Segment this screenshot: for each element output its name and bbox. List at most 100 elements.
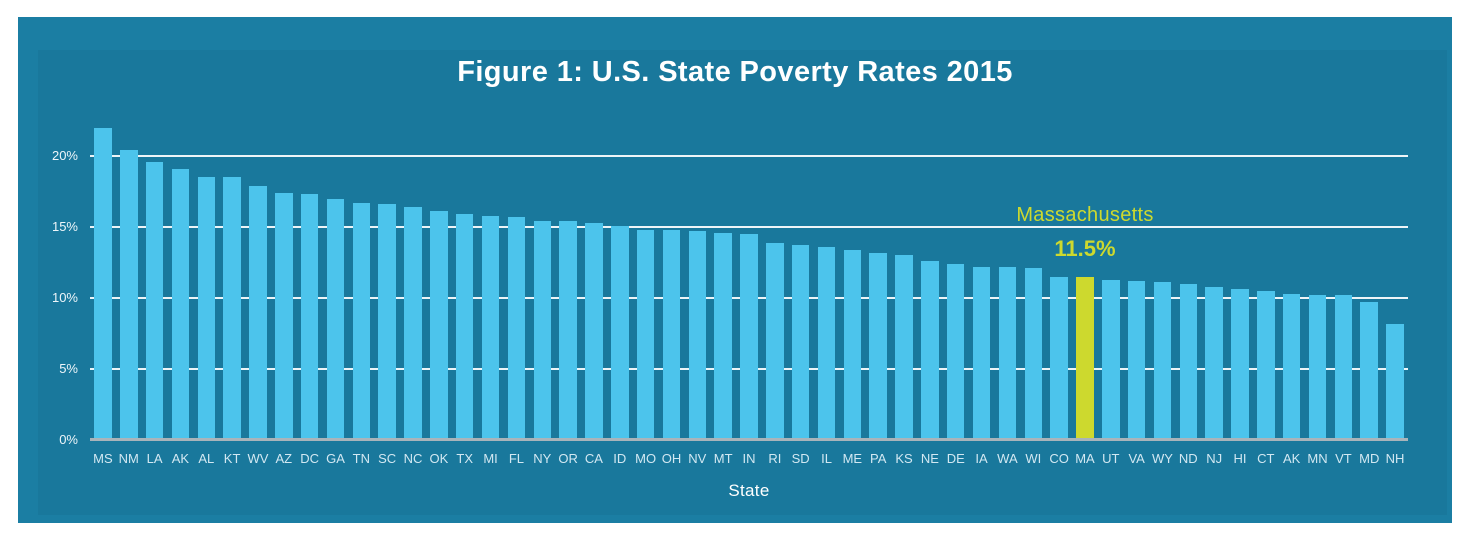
x-tick-label-NV: NV bbox=[688, 451, 707, 466]
x-tick-label-FL: FL bbox=[508, 451, 524, 466]
bar-SD bbox=[791, 245, 810, 440]
bar-OR bbox=[559, 221, 577, 440]
x-axis-line bbox=[90, 438, 1408, 441]
bar-TX bbox=[455, 214, 474, 440]
plot-area bbox=[90, 105, 1408, 441]
x-tick-label-IL: IL bbox=[821, 451, 832, 466]
bar-AK bbox=[1282, 293, 1301, 440]
y-tick-label-5: 5% bbox=[59, 361, 78, 376]
bar-NH bbox=[1386, 323, 1404, 440]
bar-OK bbox=[430, 211, 448, 440]
x-tick-label-AZ: AZ bbox=[275, 451, 293, 466]
x-tick-label-CO: CO bbox=[1049, 451, 1069, 466]
x-tick-label-CA: CA bbox=[584, 451, 603, 466]
bar-HI bbox=[1231, 289, 1249, 440]
x-tick-label-HI: HI bbox=[1233, 451, 1247, 466]
bar-DE bbox=[946, 263, 965, 440]
bar-PA bbox=[869, 252, 887, 440]
bar-NM bbox=[120, 150, 138, 440]
bar-CT bbox=[1257, 290, 1275, 440]
bar-NY bbox=[533, 221, 551, 440]
x-tick-label-PA: PA bbox=[870, 451, 887, 466]
y-tick-label-20: 20% bbox=[51, 148, 78, 163]
bar-MO bbox=[636, 229, 655, 440]
x-tick-label-OH: OH bbox=[661, 451, 682, 466]
bar-GA bbox=[326, 198, 345, 440]
x-tick-label-WY: WY bbox=[1152, 451, 1173, 466]
x-tick-label-OK: OK bbox=[429, 451, 449, 466]
x-tick-label-MN: MN bbox=[1307, 451, 1328, 466]
x-tick-label-KT: KT bbox=[223, 451, 241, 466]
bar-KS bbox=[895, 255, 913, 440]
bar-ID bbox=[611, 225, 629, 440]
y-tick-label-0: 0% bbox=[59, 432, 78, 447]
x-tick-label-MD: MD bbox=[1359, 451, 1380, 466]
bar-SC bbox=[378, 204, 396, 440]
x-tick-label-SD: SD bbox=[791, 451, 810, 466]
bar-MA-highlighted bbox=[1076, 276, 1094, 440]
x-tick-label-RI: RI bbox=[768, 451, 782, 466]
x-tick-label-WV: WV bbox=[247, 451, 269, 466]
highlight-annotation: Massachusetts 11.5% bbox=[1016, 204, 1153, 262]
x-tick-label-IN: IN bbox=[742, 451, 756, 466]
bar-WY bbox=[1153, 282, 1172, 440]
bar-NV bbox=[688, 231, 707, 440]
bar-ND bbox=[1179, 283, 1198, 440]
x-tick-label-AL: AL bbox=[198, 451, 215, 466]
x-tick-label-MS: MS bbox=[93, 451, 113, 466]
bar-NE bbox=[921, 261, 939, 440]
x-tick-label-NH: NH bbox=[1385, 451, 1405, 466]
bar-WV bbox=[249, 185, 267, 440]
y-tick-label-15: 15% bbox=[51, 219, 78, 234]
bar-IA bbox=[972, 266, 991, 440]
bar-MD bbox=[1360, 302, 1378, 440]
x-tick-label-VA: VA bbox=[1128, 451, 1145, 466]
x-tick-label-NE: NE bbox=[920, 451, 939, 466]
x-tick-label-MO: MO bbox=[635, 451, 657, 466]
x-axis-title: State bbox=[728, 481, 770, 500]
bar-CA bbox=[585, 222, 603, 440]
x-tick-label-AK: AK bbox=[171, 451, 190, 466]
x-tick-label-NC: NC bbox=[403, 451, 423, 466]
x-tick-label-NM: NM bbox=[118, 451, 139, 466]
x-axis-tick-labels: MS NM LA AK AL KT WV AZ DC GA TN SC NC OK TX MI FL NY OR CA… bbox=[90, 451, 1408, 469]
bar-VA bbox=[1127, 280, 1146, 440]
bar-FL bbox=[507, 217, 526, 440]
bar-AL bbox=[197, 177, 216, 440]
bar-WI bbox=[1024, 268, 1043, 440]
bar-CO bbox=[1050, 276, 1068, 440]
x-tick-label-NJ: NJ bbox=[1206, 451, 1223, 466]
bar-NC bbox=[404, 207, 422, 440]
bar-VT bbox=[1334, 295, 1353, 440]
x-tick-label-NY: NY bbox=[533, 451, 552, 466]
highlight-annotation-state: Massachusetts bbox=[1016, 204, 1154, 226]
x-tick-label-WI: WI bbox=[1025, 451, 1042, 466]
bar-IN bbox=[740, 234, 758, 440]
x-tick-label-VT: VT bbox=[1335, 451, 1352, 466]
bar-WA bbox=[998, 266, 1017, 440]
x-tick-label-OR: OR bbox=[558, 451, 578, 466]
x-tick-label-UT: UT bbox=[1102, 451, 1120, 466]
bar-TN bbox=[352, 202, 371, 440]
x-tick-label-MT: MT bbox=[713, 451, 733, 466]
x-tick-label-AK: AK bbox=[1283, 451, 1301, 466]
x-tick-label-SC: SC bbox=[378, 451, 397, 466]
y-tick-label-10: 10% bbox=[51, 290, 78, 305]
highlight-annotation-value: 11.5% bbox=[1054, 236, 1116, 261]
bar-AZ bbox=[275, 192, 293, 440]
x-tick-label-DC: DC bbox=[300, 451, 320, 466]
x-tick-label-GA: GA bbox=[326, 451, 345, 466]
x-tick-label-TX: TX bbox=[456, 451, 474, 466]
bar-DC bbox=[300, 194, 319, 440]
x-tick-label-ID: ID bbox=[613, 451, 627, 466]
x-tick-label-ND: ND bbox=[1178, 451, 1198, 466]
bar-UT bbox=[1102, 279, 1120, 440]
bar-AK bbox=[171, 168, 190, 440]
x-tick-label-LA: LA bbox=[146, 451, 163, 466]
bar-MN bbox=[1308, 295, 1327, 440]
bar-IL bbox=[817, 246, 836, 440]
x-tick-label-IA: IA bbox=[975, 451, 988, 466]
bar-KT bbox=[223, 177, 241, 440]
bar-LA bbox=[145, 161, 164, 440]
x-tick-label-TN: TN bbox=[352, 451, 370, 466]
